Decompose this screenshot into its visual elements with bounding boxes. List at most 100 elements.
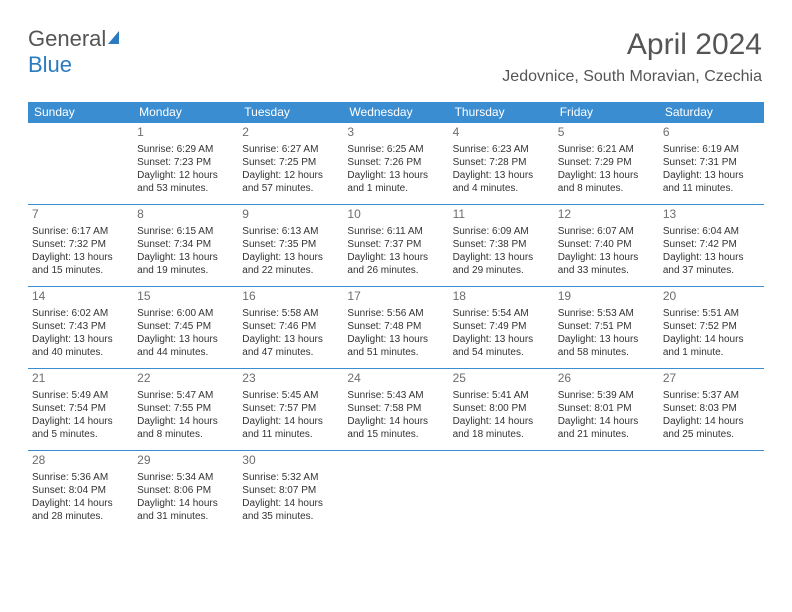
weekday-header: Tuesday	[238, 102, 343, 123]
calendar-day-cell: 17 Sunrise: 5:56 AMSunset: 7:48 PMDayligh…	[343, 287, 448, 369]
calendar-day-cell: 14 Sunrise: 6:02 AMSunset: 7:43 PMDayligh…	[28, 287, 133, 369]
day-number: 25	[453, 371, 550, 387]
daylight-text: Daylight: 12 hours and 53 minutes.	[137, 169, 234, 195]
calendar-day-cell: 25 Sunrise: 5:41 AMSunset: 8:00 PMDayligh…	[449, 369, 554, 451]
logo-text-1: General	[28, 26, 106, 51]
daylight-text: Daylight: 14 hours and 18 minutes.	[453, 415, 550, 441]
sunrise-text: Sunrise: 6:19 AM	[663, 143, 760, 156]
calendar-week-row: 21Sunrise: 5:49 AMSunset: 7:54 PMDayligh…	[28, 369, 764, 451]
day-number: 9	[242, 207, 339, 223]
daylight-text: Daylight: 13 hours and 11 minutes.	[663, 169, 760, 195]
logo-triangle-icon	[108, 31, 119, 44]
calendar-week-row: 28 Sunrise: 5:36 AMSunset: 8:04 PM Dayligh…	[28, 451, 764, 533]
sunset-text: Sunset: 7:31 PM	[663, 156, 760, 169]
calendar-day-cell: 3Sunrise: 6:25 AMSunset: 7:26 PMDaylight…	[343, 123, 448, 205]
page-title: April 2024	[627, 28, 762, 62]
day-number: 8	[137, 207, 234, 223]
calendar-day-cell: 28Sunrise: 5:36 AMSunset: 8:04 PMDayligh…	[28, 451, 133, 533]
calendar-day-cell: 10Sunrise: 6:11 AMSunset: 7:37 PMDayligh…	[343, 205, 448, 287]
sunrise-text: Sunrise: 6:15 AM	[137, 225, 234, 238]
sunset-text: Sunset: 8:04 PM	[32, 484, 129, 497]
location-subtitle: Jedovnice, South Moravian, Czechia	[502, 68, 762, 86]
day-number: 30	[242, 453, 339, 469]
sunset-text: Sunset: 8:01 PM	[558, 402, 655, 415]
daylight-text: Daylight: 14 hours and 35 minutes.	[242, 497, 339, 523]
sunrise-text: Sunrise: 5:58 AM	[242, 307, 339, 320]
sunset-text: Sunset: 7:25 PM	[242, 156, 339, 169]
sunset-text: Sunset: 7:45 PM	[137, 320, 234, 333]
daylight-text: Daylight: 13 hours and 1 minute.	[347, 169, 444, 195]
logo-text-2: Blue	[28, 52, 72, 77]
sunrise-text: Sunrise: 5:34 AM	[137, 471, 234, 484]
sunset-text: Sunset: 7:23 PM	[137, 156, 234, 169]
sunset-text: Sunset: 8:07 PM	[242, 484, 339, 497]
day-number: 14	[32, 289, 129, 305]
day-number: 23	[242, 371, 339, 387]
daylight-text: Daylight: 14 hours and 11 minutes.	[242, 415, 339, 441]
calendar-day-cell: 26Sunrise: 5:39 AMSunset: 8:01 PMDayligh…	[554, 369, 659, 451]
calendar-day-cell	[449, 451, 554, 533]
sunrise-text: Sunrise: 6:23 AM	[453, 143, 550, 156]
sunset-text: Sunset: 7:51 PM	[558, 320, 655, 333]
daylight-text: Daylight: 13 hours and 51 minutes.	[347, 333, 444, 359]
calendar-day-cell	[554, 451, 659, 533]
daylight-text: Daylight: 13 hours and 44 minutes.	[137, 333, 234, 359]
weekday-header: Thursday	[449, 102, 554, 123]
logo: General Blue	[28, 26, 119, 78]
sunset-text: Sunset: 7:28 PM	[453, 156, 550, 169]
sunrise-text: Sunrise: 6:11 AM	[347, 225, 444, 238]
calendar-day-cell: 6Sunrise: 6:19 AMSunset: 7:31 PMDaylight…	[659, 123, 764, 205]
calendar-day-cell: 30Sunrise: 5:32 AMSunset: 8:07 PMDayligh…	[238, 451, 343, 533]
day-number: 27	[663, 371, 760, 387]
sunset-text: Sunset: 7:57 PM	[242, 402, 339, 415]
sunrise-text: Sunrise: 6:29 AM	[137, 143, 234, 156]
sunset-text: Sunset: 7:26 PM	[347, 156, 444, 169]
calendar-day-cell	[343, 451, 448, 533]
sunrise-text: Sunrise: 6:13 AM	[242, 225, 339, 238]
calendar-day-cell: 1 Sunrise: 6:29 AMSunset: 7:23 PMDaylight…	[133, 123, 238, 205]
daylight-text: Daylight: 14 hours and 15 minutes.	[347, 415, 444, 441]
sunset-text: Sunset: 7:49 PM	[453, 320, 550, 333]
daylight-text: Daylight: 14 hours and 31 minutes.	[137, 497, 234, 523]
sunset-text: Sunset: 8:00 PM	[453, 402, 550, 415]
day-number: 16	[242, 289, 339, 305]
daylight-text: Daylight: 13 hours and 19 minutes.	[137, 251, 234, 277]
sunset-text: Sunset: 7:42 PM	[663, 238, 760, 251]
daylight-text: Daylight: 13 hours and 22 minutes.	[242, 251, 339, 277]
sunrise-text: Sunrise: 5:41 AM	[453, 389, 550, 402]
calendar-day-cell: 11Sunrise: 6:09 AMSunset: 7:38 PMDayligh…	[449, 205, 554, 287]
sunrise-text: Sunrise: 5:54 AM	[453, 307, 550, 320]
sunrise-text: Sunrise: 6:07 AM	[558, 225, 655, 238]
day-number: 12	[558, 207, 655, 223]
calendar-day-cell	[28, 123, 133, 205]
day-number: 19	[558, 289, 655, 305]
day-number: 24	[347, 371, 444, 387]
sunset-text: Sunset: 8:03 PM	[663, 402, 760, 415]
sunrise-text: Sunrise: 5:36 AM	[32, 471, 129, 484]
daylight-text: Daylight: 13 hours and 40 minutes.	[32, 333, 129, 359]
day-number: 28	[32, 453, 129, 469]
day-number: 20	[663, 289, 760, 305]
sunset-text: Sunset: 7:48 PM	[347, 320, 444, 333]
sunset-text: Sunset: 7:43 PM	[32, 320, 129, 333]
daylight-text: Daylight: 12 hours and 57 minutes.	[242, 169, 339, 195]
weekday-header: Wednesday	[343, 102, 448, 123]
daylight-text: Daylight: 13 hours and 29 minutes.	[453, 251, 550, 277]
daylight-text: Daylight: 13 hours and 8 minutes.	[558, 169, 655, 195]
sunset-text: Sunset: 7:40 PM	[558, 238, 655, 251]
sunrise-text: Sunrise: 6:27 AM	[242, 143, 339, 156]
sunrise-text: Sunrise: 6:02 AM	[32, 307, 129, 320]
sunset-text: Sunset: 7:29 PM	[558, 156, 655, 169]
sunrise-text: Sunrise: 5:39 AM	[558, 389, 655, 402]
calendar-day-cell: 18Sunrise: 5:54 AMSunset: 7:49 PMDayligh…	[449, 287, 554, 369]
calendar-day-cell: 29Sunrise: 5:34 AMSunset: 8:06 PMDayligh…	[133, 451, 238, 533]
calendar-day-cell: 15Sunrise: 6:00 AMSunset: 7:45 PMDayligh…	[133, 287, 238, 369]
calendar-week-row: 14Sunrise: 6:02 AMSunset: 7:43 PMDayligh…	[28, 287, 764, 369]
weekday-header: Sunday	[28, 102, 133, 123]
calendar-day-cell: 8Sunrise: 6:15 AMSunset: 7:34 PMDaylight…	[133, 205, 238, 287]
sunrise-text: Sunrise: 6:17 AM	[32, 225, 129, 238]
day-number: 17	[347, 289, 444, 305]
day-number: 1	[137, 125, 234, 141]
sunrise-text: Sunrise: 5:56 AM	[347, 307, 444, 320]
calendar-day-cell	[659, 451, 764, 533]
